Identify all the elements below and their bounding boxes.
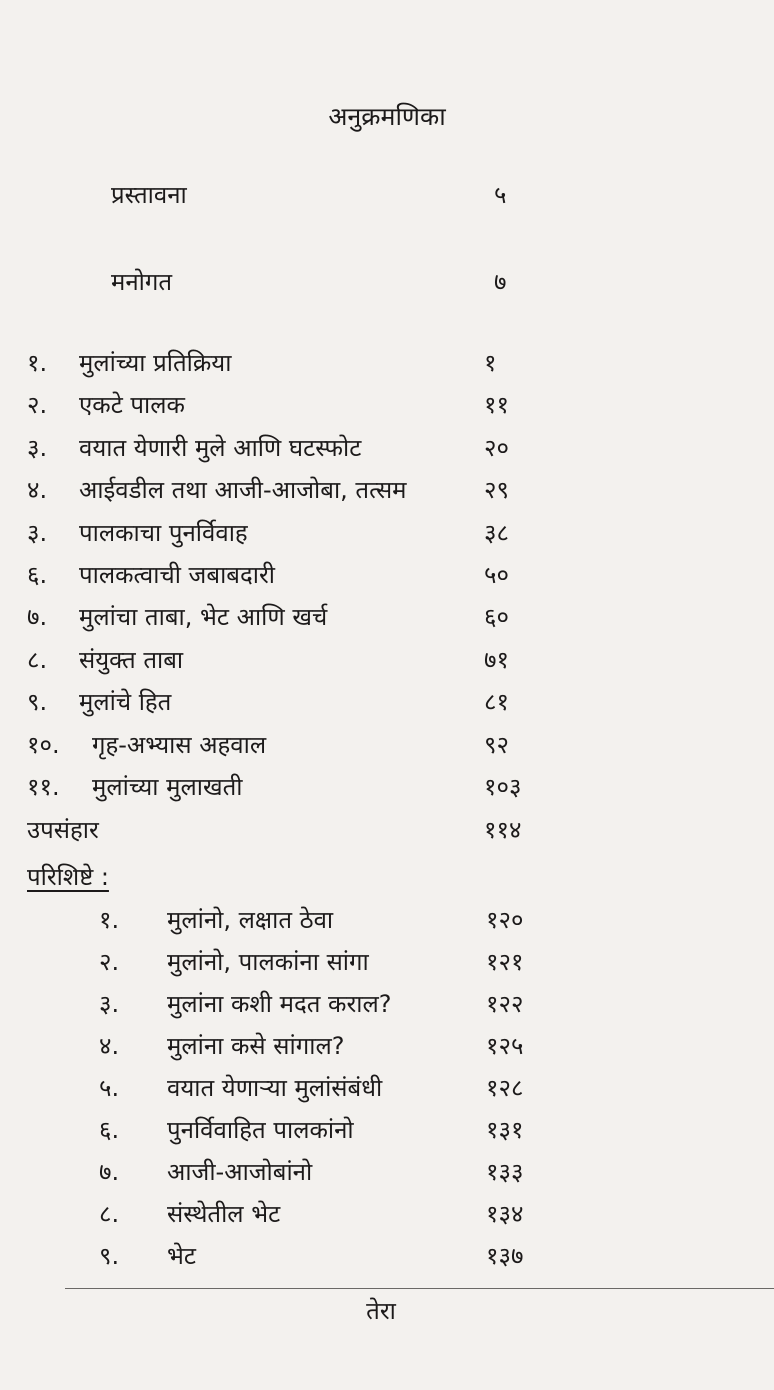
chapter-title: संयुक्त ताबा xyxy=(79,645,184,674)
appendix-page: १३१ xyxy=(486,1116,524,1144)
front-matter-title: प्रस्तावना xyxy=(111,181,187,209)
epilogue-title: उपसंहार xyxy=(27,816,99,844)
appendix-number: २. xyxy=(99,948,120,976)
appendix-page: १३७ xyxy=(486,1242,524,1270)
appendix-number: १. xyxy=(99,906,120,934)
chapter-title: वयात येणारी मुले आणि घटस्फोट xyxy=(79,433,362,462)
appendix-page: १२५ xyxy=(486,1032,524,1060)
chapter-page: ३८ xyxy=(484,518,509,547)
chapter-number: २. xyxy=(27,391,48,420)
appendix-title: पुनर्विवाहित पालकांनो xyxy=(167,1116,354,1144)
appendix-number: ६. xyxy=(99,1116,120,1144)
appendix-page: १२० xyxy=(486,906,524,934)
chapter-page: २९ xyxy=(484,476,509,505)
appendix-title: आजी-आजोबांनो xyxy=(167,1158,313,1186)
chapter-number: ३. xyxy=(27,433,48,462)
chapter-title: मुलांचा ताबा, भेट आणि खर्च xyxy=(79,603,328,632)
chapter-title: मुलांचे हित xyxy=(79,688,172,717)
chapter-title: गृह-अभ्यास अहवाल xyxy=(92,730,267,759)
appendix-title: वयात येणाऱ्या मुलांसंबंधी xyxy=(167,1074,383,1102)
chapter-title: पालकत्वाची जबाबदारी xyxy=(79,561,275,589)
chapter-number: १०. xyxy=(27,730,60,759)
front-matter-page: ७ xyxy=(494,268,507,296)
appendix-number: ५. xyxy=(99,1074,120,1102)
appendix-page: १२२ xyxy=(486,990,524,1018)
chapter-number: ६. xyxy=(27,561,48,589)
chapter-number: १. xyxy=(27,349,48,377)
chapter-page: ८१ xyxy=(484,688,509,717)
appendix-heading: परिशिष्टे : xyxy=(27,863,109,891)
appendix-page: १२८ xyxy=(486,1074,524,1102)
appendix-title: मुलांना कशी मदत कराल? xyxy=(167,990,392,1018)
appendix-title: संस्थेतील भेट xyxy=(167,1200,281,1228)
appendix-number: ४. xyxy=(99,1032,120,1060)
chapter-page: ११ xyxy=(484,391,509,420)
chapter-page: १०३ xyxy=(484,773,522,801)
appendix-number: ९. xyxy=(99,1242,120,1270)
chapter-title: एकटे पालक xyxy=(79,391,185,420)
chapter-page: ७१ xyxy=(484,645,509,674)
chapter-page: ६० xyxy=(484,603,509,632)
footer-divider xyxy=(65,1288,774,1289)
chapter-number: ८. xyxy=(27,645,48,674)
chapter-page: ९२ xyxy=(484,730,509,759)
appendix-number: ३. xyxy=(99,990,120,1018)
chapter-page: १ xyxy=(484,349,497,377)
appendix-page: १२१ xyxy=(486,948,524,976)
chapter-title: मुलांच्या मुलाखती xyxy=(92,773,243,801)
page-title: अनुक्रमणिका xyxy=(328,102,446,131)
front-matter-title: मनोगत xyxy=(111,268,173,296)
chapter-number: ११. xyxy=(27,773,60,801)
appendix-title: मुलांनो, लक्षात ठेवा xyxy=(167,906,334,934)
epilogue-page: ११४ xyxy=(484,816,522,844)
chapter-page: ५० xyxy=(484,561,509,589)
chapter-title: मुलांच्या प्रतिक्रिया xyxy=(79,349,232,377)
chapter-number: ३. xyxy=(27,518,48,547)
appendix-title: मुलांना कसे सांगाल? xyxy=(167,1032,345,1060)
appendix-title: मुलांनो, पालकांना सांगा xyxy=(167,948,369,976)
chapter-number: ४. xyxy=(27,476,48,505)
chapter-title: पालकाचा पुनर्विवाह xyxy=(79,518,248,547)
front-matter-page: ५ xyxy=(494,181,507,209)
appendix-page: १३३ xyxy=(486,1158,524,1186)
appendix-page: १३४ xyxy=(486,1200,524,1228)
chapter-title: आईवडील तथा आजी-आजोबा, तत्सम xyxy=(79,476,407,505)
footer-page-number: तेरा xyxy=(366,1297,396,1325)
chapter-number: ९. xyxy=(27,688,48,717)
appendix-number: ७. xyxy=(99,1158,120,1186)
chapter-number: ७. xyxy=(27,603,48,632)
appendix-number: ८. xyxy=(99,1200,120,1228)
chapter-page: २० xyxy=(484,433,509,462)
appendix-title: भेट xyxy=(167,1242,196,1270)
